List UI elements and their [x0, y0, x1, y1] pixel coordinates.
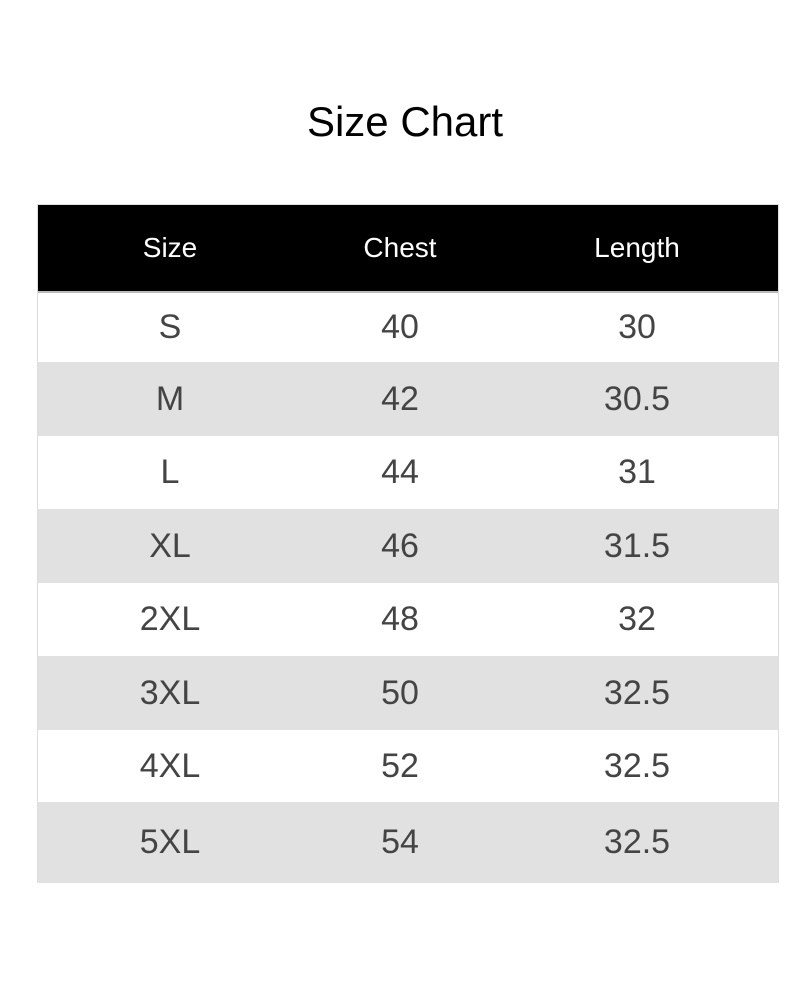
table-row: S 40 30 [38, 293, 778, 362]
table-row: M 42 30.5 [38, 362, 778, 436]
cell-length: 31.5 [603, 526, 671, 565]
cell-chest: 54 [381, 823, 419, 861]
table-row: 4XL 52 32.5 [38, 730, 778, 802]
cell-size: M [155, 379, 185, 418]
cell-size: 5XL [139, 823, 201, 861]
cell-chest: 44 [381, 453, 419, 491]
table-row: 2XL 48 32 [38, 583, 778, 656]
header-size: Size [142, 232, 198, 263]
cell-length: 31 [618, 453, 656, 491]
header-length: Length [594, 232, 680, 263]
cell-chest: 46 [381, 526, 419, 565]
cell-chest: 42 [381, 379, 419, 418]
cell-length: 32.5 [603, 746, 671, 785]
chart-title: Size Chart [306, 98, 504, 145]
table-row: 5XL 54 32.5 [38, 802, 778, 883]
cell-size: S [158, 308, 182, 346]
cell-length: 32 [618, 600, 656, 638]
cell-chest: 40 [381, 308, 419, 346]
cell-length: 30.5 [603, 379, 671, 418]
cell-size: XL [149, 526, 191, 565]
cell-chest: 48 [381, 600, 419, 638]
table-row: 3XL 50 32.5 [38, 656, 778, 730]
cell-chest: 52 [381, 746, 419, 785]
size-table: Size Chest Length S 40 30 M 42 30.5 L 44 31 XL 46 3… [37, 204, 779, 883]
header-chest: Chest [363, 232, 437, 263]
table-header: Size Chest Length [38, 205, 778, 293]
cell-size: 3XL [139, 673, 201, 712]
cell-chest: 50 [381, 673, 419, 712]
cell-size: L [160, 453, 180, 491]
cell-length: 32.5 [603, 673, 671, 712]
cell-length: 30 [618, 308, 656, 346]
table-row: L 44 31 [38, 436, 778, 509]
cell-size: 4XL [139, 746, 201, 785]
table-row: XL 46 31.5 [38, 509, 778, 583]
cell-size: 2XL [139, 600, 201, 638]
cell-length: 32.5 [603, 823, 671, 861]
